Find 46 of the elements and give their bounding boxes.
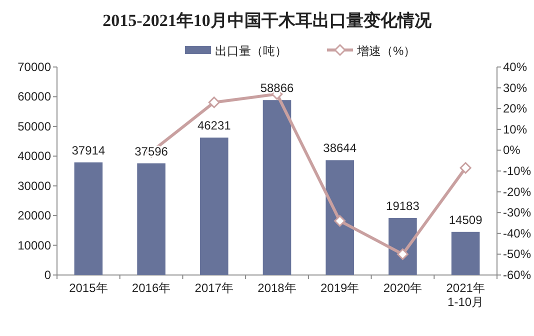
- bar: [137, 163, 166, 275]
- x-tick-label: 2021年 1-10月: [446, 281, 485, 309]
- bar: [200, 138, 228, 275]
- bar: [326, 160, 354, 275]
- x-tick-label: 2018年: [258, 281, 296, 295]
- y-tick-label: 40000: [18, 149, 52, 164]
- chart-title: 2015-2021年10月中国干木耳出口量变化情况: [102, 11, 432, 30]
- legend-label: 出口量（吨）: [215, 44, 287, 58]
- y-tick-label: 60000: [18, 90, 52, 104]
- y-tick-label: 10000: [18, 238, 52, 252]
- y2-tick-label: -10%: [503, 164, 532, 178]
- data-label: 37914: [72, 143, 106, 158]
- y2-tick-label: -60%: [503, 268, 532, 282]
- y-tick-label: 0: [44, 268, 52, 282]
- x-tick-label: 2019年: [320, 281, 360, 295]
- y2-tick-label: -20%: [503, 184, 532, 199]
- x-tick-label: 2015年: [69, 281, 108, 295]
- y2-tick-label: 10%: [503, 122, 528, 136]
- data-label: 38644: [323, 141, 357, 156]
- y-tick-label: 20000: [18, 208, 52, 223]
- y-tick-label: 70000: [18, 60, 52, 74]
- y2-tick-label: -50%: [503, 247, 532, 262]
- bar: [262, 100, 292, 275]
- x-tick-label: 2016年: [132, 281, 171, 295]
- x-tick-label: 2017年: [194, 281, 234, 295]
- y2-tick-label: -40%: [503, 226, 532, 240]
- point: [334, 215, 346, 227]
- data-label: 19183: [386, 199, 420, 213]
- point: [208, 96, 220, 108]
- y2-tick-label: -30%: [503, 206, 532, 220]
- data-label: 46231: [197, 118, 232, 133]
- point: [396, 248, 408, 260]
- data-label: 14509: [448, 212, 483, 227]
- data-label: 37596: [134, 144, 168, 158]
- y-tick-label: 30000: [18, 178, 52, 193]
- point: [460, 162, 472, 174]
- legend-label: 增速（%）: [356, 44, 416, 58]
- bar: [74, 162, 103, 275]
- data-label: 58866: [260, 81, 294, 96]
- y2-tick-label: 0%: [503, 143, 521, 158]
- y2-tick-label: 20%: [503, 102, 528, 116]
- y-tick-label: 50000: [18, 119, 52, 134]
- y2-tick-label: 40%: [503, 60, 528, 74]
- bar: [451, 232, 480, 275]
- x-tick-label: 2020年: [383, 281, 422, 295]
- y2-tick-label: 30%: [503, 80, 528, 95]
